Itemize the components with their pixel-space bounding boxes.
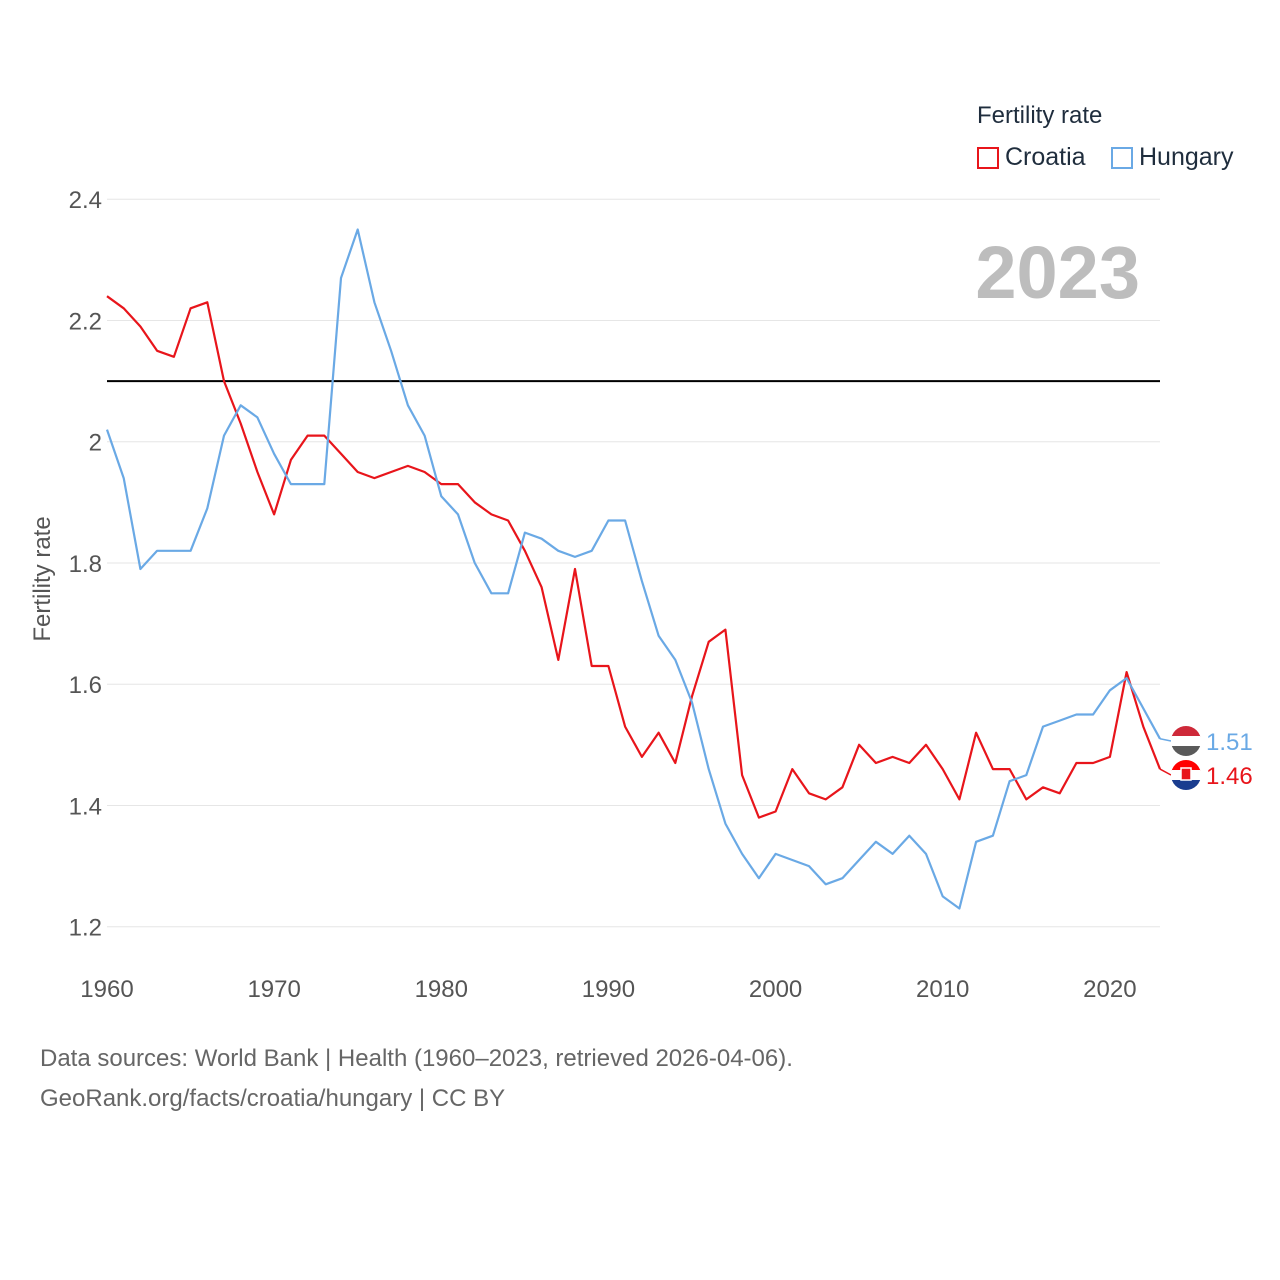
x-tick-label: 1970 — [247, 976, 300, 1003]
end-value-label-croatia: 1.46 — [1206, 763, 1253, 790]
end-value-label-hungary: 1.51 — [1206, 729, 1253, 756]
y-axis-label: Fertility rate — [29, 516, 56, 641]
legend-title: Fertility rate — [977, 102, 1103, 129]
x-tick-label: 1960 — [80, 976, 133, 1003]
x-tick-label: 1990 — [582, 976, 635, 1003]
x-tick-label: 1980 — [415, 976, 468, 1003]
source-line-2: GeoRank.org/facts/croatia/hungary | CC B… — [40, 1085, 506, 1112]
legend-swatch-hungary — [1111, 146, 1133, 169]
end-connector-croatia — [1159, 768, 1172, 776]
legend-item-hungary[interactable]: Hungary — [1111, 143, 1234, 172]
flag-croatia-icon — [1171, 760, 1201, 790]
y-tick-label: 1.2 — [69, 915, 102, 942]
x-tick-label: 2020 — [1083, 976, 1136, 1003]
y-tick-label: 2.2 — [69, 308, 102, 335]
x-tick-label: 2010 — [916, 976, 969, 1003]
legend-swatch-croatia — [977, 146, 999, 169]
end-connector-hungary — [1159, 738, 1172, 742]
flag-hungary-icon — [1171, 726, 1201, 756]
y-tick-label: 1.8 — [69, 551, 102, 578]
y-tick-label: 2 — [89, 430, 102, 457]
series-line-hungary — [105, 228, 1161, 910]
source-line-1: Data sources: World Bank | Health (1960–… — [40, 1045, 793, 1072]
legend-label-croatia: Croatia — [1005, 143, 1086, 171]
y-tick-label: 1.6 — [69, 672, 102, 699]
legend-label-hungary: Hungary — [1139, 143, 1234, 171]
y-tick-label: 2.4 — [69, 187, 102, 214]
y-tick-label: 1.4 — [69, 793, 102, 820]
legend-item-croatia[interactable]: Croatia — [977, 143, 1086, 172]
year-label: 2023 — [975, 231, 1140, 314]
x-tick-label: 2000 — [749, 976, 802, 1003]
series-line-croatia — [106, 295, 1162, 819]
